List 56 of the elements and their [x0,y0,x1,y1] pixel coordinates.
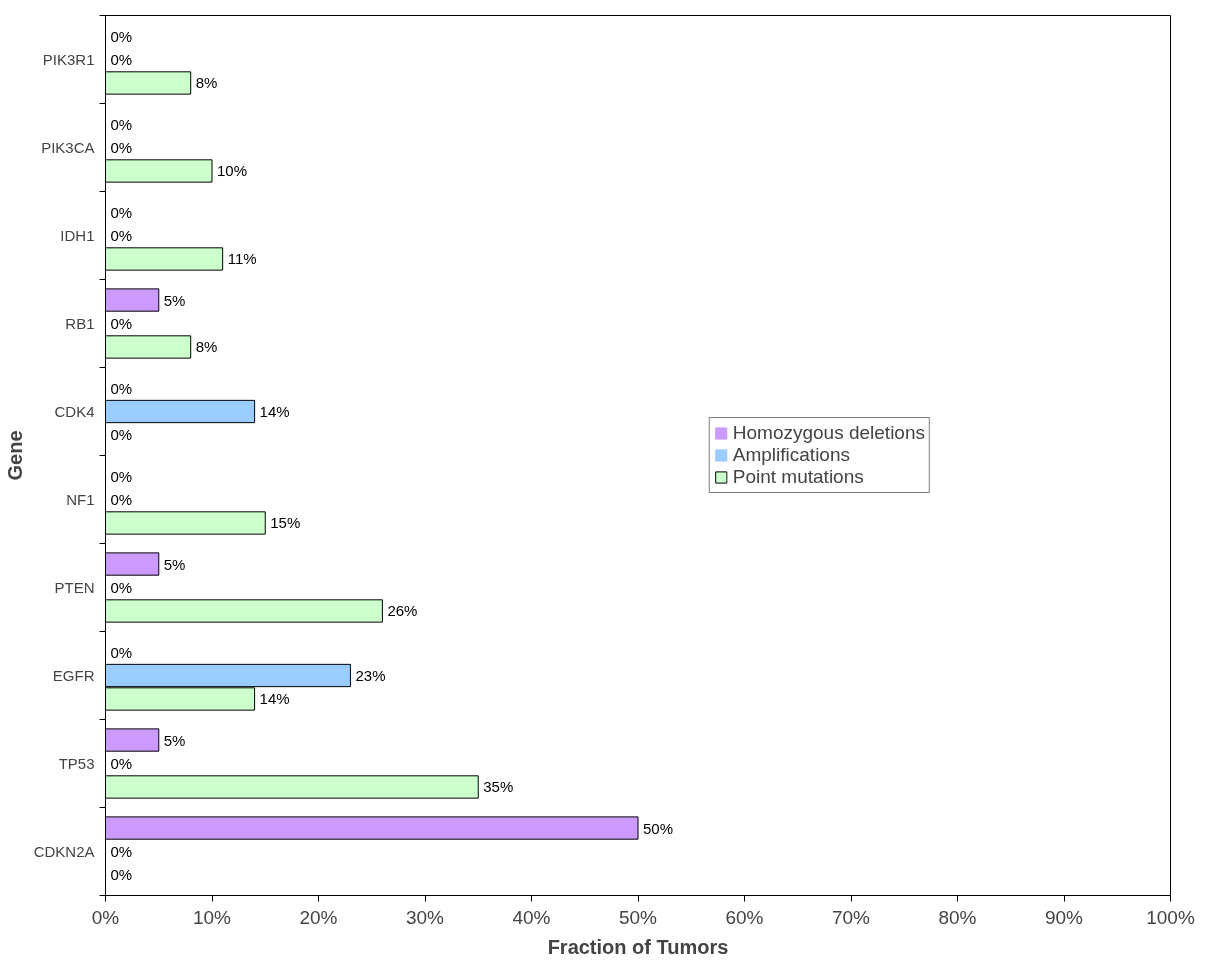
y-tick-label: TP53 [58,755,95,772]
data-label: 0% [110,755,133,772]
data-label: 0% [110,115,133,133]
x-tick-label: 10% [192,906,232,928]
data-label: 0% [110,843,133,860]
x-tick-label: 60% [725,906,764,928]
data-label: 5% [163,731,186,749]
y-tick-label: PTEN [54,579,95,596]
legend-label: Homozygous deletions [732,422,925,444]
data-label: 0% [110,467,133,485]
x-tick-label: 80% [938,906,977,928]
y-axis-title: Gene [3,430,26,481]
data-label: 0% [110,315,133,332]
y-tick-label: CDKN2A [33,843,95,860]
x-axis-title: Fraction of Tumors [547,935,729,958]
data-label: 5% [163,291,186,309]
data-label: 8% [195,338,218,356]
data-label: 0% [110,579,133,596]
data-label: 0% [110,866,133,884]
data-label: 0% [110,27,133,45]
x-tick-label: 20% [299,906,338,928]
data-label: 0% [110,227,133,244]
x-tick-label: 40% [512,906,551,928]
y-tick-label: IDH1 [60,227,95,244]
data-label: 23% [355,667,386,684]
data-label: 0% [110,139,133,156]
data-label: 0% [110,203,133,221]
data-label: 8% [195,74,218,92]
data-label: 14% [259,690,290,708]
y-tick-label: PIK3R1 [42,51,95,68]
data-label: 15% [270,514,301,532]
data-label: 0% [110,426,133,444]
y-tick-label: CDK4 [54,403,95,420]
y-tick-label: NF1 [66,491,95,508]
data-label: 35% [483,778,514,796]
data-label: 0% [110,51,133,68]
y-tick-label: RB1 [65,315,95,332]
data-label: 11% [227,250,257,268]
legend-label: Amplifications [732,444,850,466]
data-label: 0% [110,491,133,508]
data-label: 14% [259,403,290,420]
x-tick-label: 90% [1044,906,1084,928]
data-label: 0% [110,643,133,661]
x-tick-label: 0% [91,906,120,928]
y-tick-label: PIK3CA [41,139,95,156]
legend-label: Point mutations [732,466,864,488]
x-tick-label: 50% [618,906,658,928]
data-label: 50% [643,819,674,837]
x-tick-label: 70% [831,906,871,928]
x-tick-label: 30% [405,906,445,928]
data-label: 26% [387,602,418,620]
data-label: 5% [163,555,186,573]
data-label: 0% [110,379,133,397]
data-label: 10% [217,162,248,180]
x-tick-label: 100% [1146,906,1195,928]
y-tick-label: EGFR [52,667,95,684]
